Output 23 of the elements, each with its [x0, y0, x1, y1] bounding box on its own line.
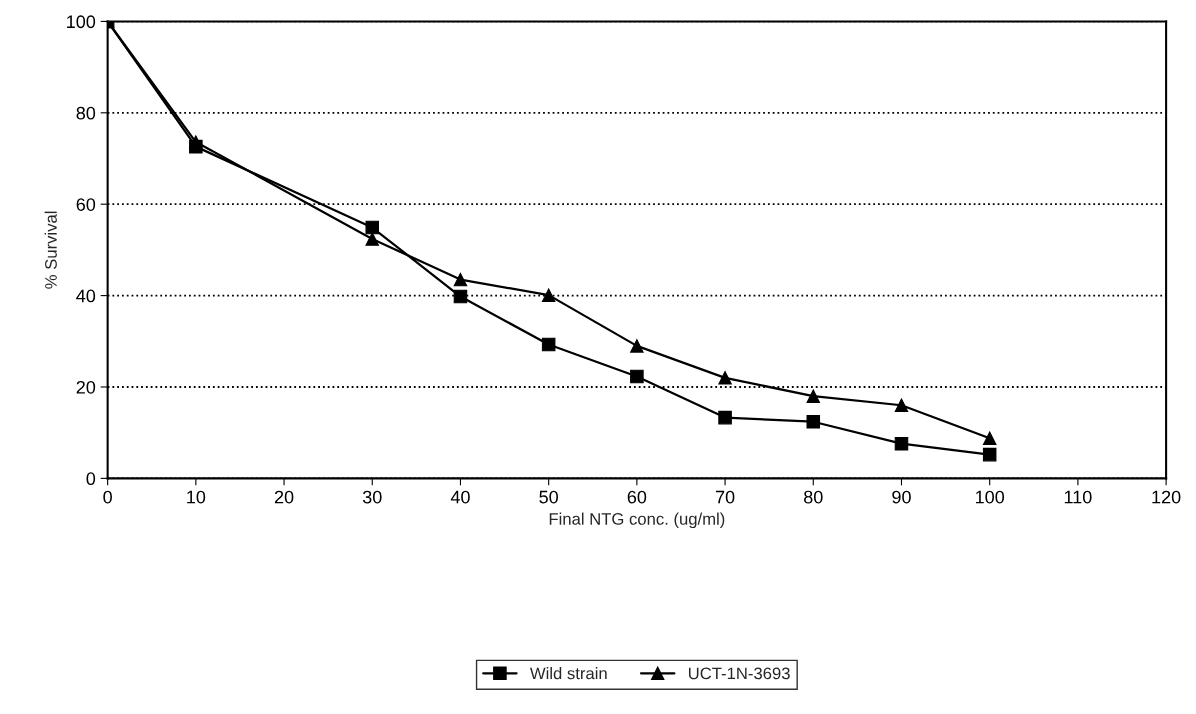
- y-tick-label: 80: [76, 106, 96, 120]
- x-tick-label: 100: [976, 490, 1005, 504]
- x-tick-label: 120: [1152, 490, 1181, 504]
- y-tick-label: 0: [86, 472, 96, 486]
- x-tick-label: 10: [187, 490, 206, 504]
- y-tick-label: 40: [76, 289, 96, 303]
- x-tick-label: 20: [274, 490, 294, 504]
- y-tick-label: 60: [76, 198, 96, 211]
- x-tick-label: 0: [103, 490, 112, 504]
- x-tick-label: 90: [892, 490, 911, 504]
- y-tick-label: 20: [76, 380, 96, 394]
- x-tick-label: 30: [362, 490, 382, 504]
- legend-label: UCT-1N-3693: [688, 667, 790, 680]
- legend-label: Wild strain: [529, 667, 607, 680]
- x-tick-label: 80: [804, 490, 823, 504]
- x-tick-label: 50: [539, 490, 558, 504]
- x-tick-label: 110: [1064, 490, 1092, 504]
- y-tick-label: 100: [67, 15, 96, 29]
- x-tick-label: 70: [715, 490, 735, 504]
- x-tick-label: 60: [627, 490, 647, 504]
- x-tick-label: 40: [450, 490, 470, 504]
- x-axis-title: Final NTG conc. (ug/ml): [549, 512, 725, 529]
- y-axis-title: % Survival: [44, 211, 57, 289]
